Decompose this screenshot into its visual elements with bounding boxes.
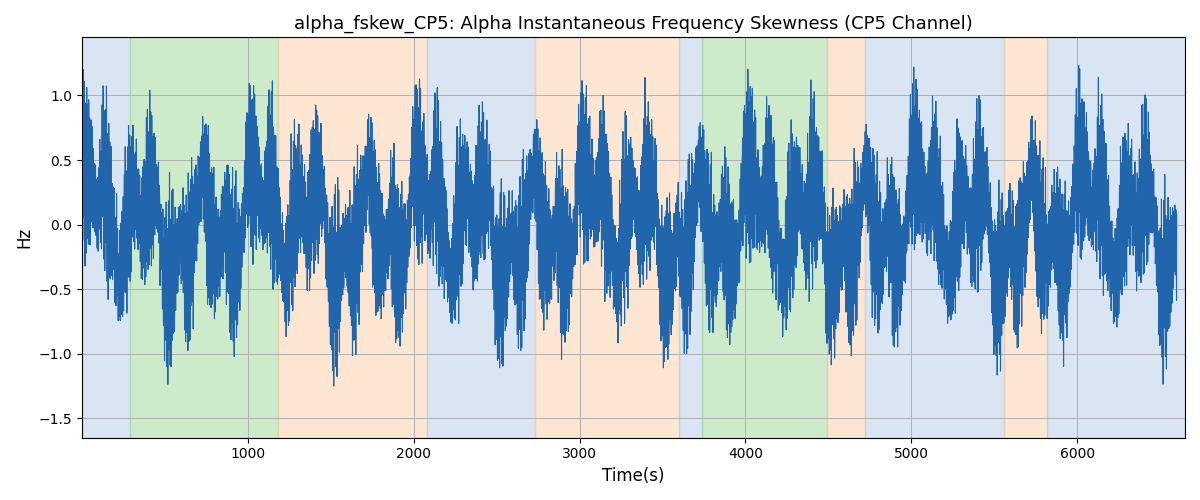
Bar xyxy=(865,38,1004,438)
Title: alpha_fskew_CP5: Alpha Instantaneous Frequency Skewness (CP5 Channel): alpha_fskew_CP5: Alpha Instantaneous Fre… xyxy=(294,15,973,34)
Bar xyxy=(827,38,865,438)
Bar xyxy=(702,38,827,438)
Bar xyxy=(277,38,427,438)
X-axis label: Time(s): Time(s) xyxy=(602,467,665,485)
Bar xyxy=(535,38,679,438)
Bar xyxy=(679,38,702,438)
Bar xyxy=(427,38,535,438)
Bar xyxy=(130,38,277,438)
Y-axis label: Hz: Hz xyxy=(14,227,32,248)
Bar xyxy=(1004,38,1048,438)
Bar xyxy=(82,38,130,438)
Bar xyxy=(1048,38,1186,438)
